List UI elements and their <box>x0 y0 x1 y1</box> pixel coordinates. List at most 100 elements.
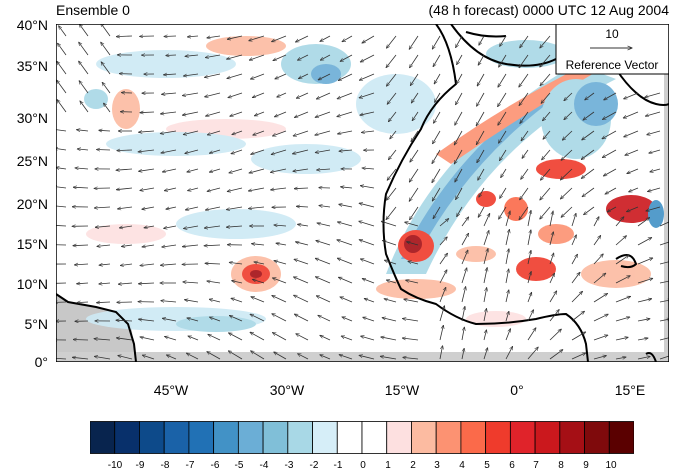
wind-vector <box>77 149 89 150</box>
wind-vector <box>380 356 397 360</box>
colorbar-label: 7 <box>533 460 539 471</box>
wind-vector <box>624 130 639 137</box>
wind-vector <box>571 235 576 246</box>
wind-vector <box>315 258 331 265</box>
wind-vector <box>273 130 287 136</box>
wind-vector <box>519 54 529 68</box>
wind-vector <box>116 36 133 37</box>
wind-vector <box>540 35 551 48</box>
wind-vector <box>72 357 89 359</box>
wind-vector <box>659 355 669 360</box>
wind-vector <box>185 206 199 210</box>
wind-vector <box>162 244 177 247</box>
wind-vector <box>232 130 243 135</box>
colorbar-label: 3 <box>434 460 440 471</box>
wind-vector <box>339 150 353 151</box>
wind-vector <box>386 73 397 86</box>
wind-vector <box>581 168 595 178</box>
anomaly-field <box>84 36 664 332</box>
wind-vector <box>296 206 309 207</box>
x-tick-label: 30°W <box>269 382 305 398</box>
wind-vector <box>549 291 557 303</box>
wind-vector <box>360 111 375 115</box>
wind-vector <box>439 237 447 246</box>
wind-vector <box>455 168 463 182</box>
wind-vector <box>607 206 617 212</box>
wind-vector <box>499 54 507 67</box>
colorbar-box <box>262 421 289 454</box>
wind-vector <box>140 337 155 341</box>
wind-vector <box>293 149 309 154</box>
colorbar-box <box>139 421 165 454</box>
wind-vector <box>160 264 177 265</box>
wind-vector <box>457 54 463 65</box>
wind-vector <box>549 211 553 227</box>
wind-vector <box>102 82 111 94</box>
wind-vector <box>165 337 177 341</box>
wind-vector <box>275 111 287 117</box>
wind-vector <box>381 221 397 227</box>
wind-vector <box>273 278 287 284</box>
wind-vector <box>101 42 111 56</box>
wind-vector <box>73 340 89 341</box>
wind-vector <box>341 187 353 188</box>
wind-vector <box>483 213 490 227</box>
wind-vector <box>410 54 419 68</box>
wind-vector <box>505 290 509 303</box>
wind-vector <box>645 92 661 97</box>
wind-vector <box>386 54 397 68</box>
colorbar-box <box>163 421 190 454</box>
wind-vector <box>383 241 397 246</box>
wind-vector <box>519 73 529 87</box>
wind-vector <box>342 317 353 322</box>
wind-vector <box>461 268 467 284</box>
wind-vector <box>364 299 375 303</box>
wind-vector <box>434 73 441 84</box>
wind-vector <box>593 314 608 322</box>
wind-vector <box>461 233 469 246</box>
wind-vector <box>627 168 639 174</box>
y-tick-label: 20°N <box>16 196 48 212</box>
wind-vector <box>500 149 507 161</box>
wind-vector <box>476 111 485 126</box>
wind-vector <box>615 296 631 303</box>
wind-vector <box>294 188 309 189</box>
wind-vector <box>73 245 89 246</box>
wind-vector <box>316 92 331 99</box>
colorbar-label: -6 <box>210 460 220 471</box>
wind-vector <box>439 270 447 284</box>
wind-vector <box>381 337 397 341</box>
wind-vector <box>478 54 485 65</box>
wind-vector <box>207 281 221 284</box>
wind-vector <box>456 35 463 48</box>
wind-vector <box>249 168 265 173</box>
wind-vector <box>144 226 155 228</box>
y-tick-label: 30°N <box>16 110 48 126</box>
y-tick-label: 0° <box>34 354 48 370</box>
wind-vector <box>571 353 586 360</box>
wind-vector <box>228 92 243 98</box>
wind-vector <box>410 206 419 220</box>
colorbar-label: 4 <box>459 460 465 471</box>
wind-vector <box>527 210 531 227</box>
colorbar-label: -4 <box>259 460 269 471</box>
wind-vector <box>275 73 287 79</box>
wind-vector <box>386 35 397 48</box>
colorbar-box <box>386 421 412 454</box>
wind-vector <box>461 306 465 322</box>
wind-vector <box>139 168 155 171</box>
wind-vector <box>363 317 375 322</box>
wind-vector <box>248 187 265 191</box>
wind-vector <box>161 111 177 114</box>
wind-vector <box>139 319 155 321</box>
wind-vector <box>659 280 669 284</box>
wind-vector <box>549 310 559 322</box>
wind-vector <box>583 111 595 120</box>
wind-vector <box>58 43 67 56</box>
wind-vector <box>585 92 595 100</box>
wind-vector <box>521 168 529 179</box>
colorbar-label: -8 <box>160 460 170 471</box>
wind-vector <box>226 226 243 227</box>
wind-vector <box>79 61 89 75</box>
y-tick-label: 35°N <box>16 58 48 74</box>
